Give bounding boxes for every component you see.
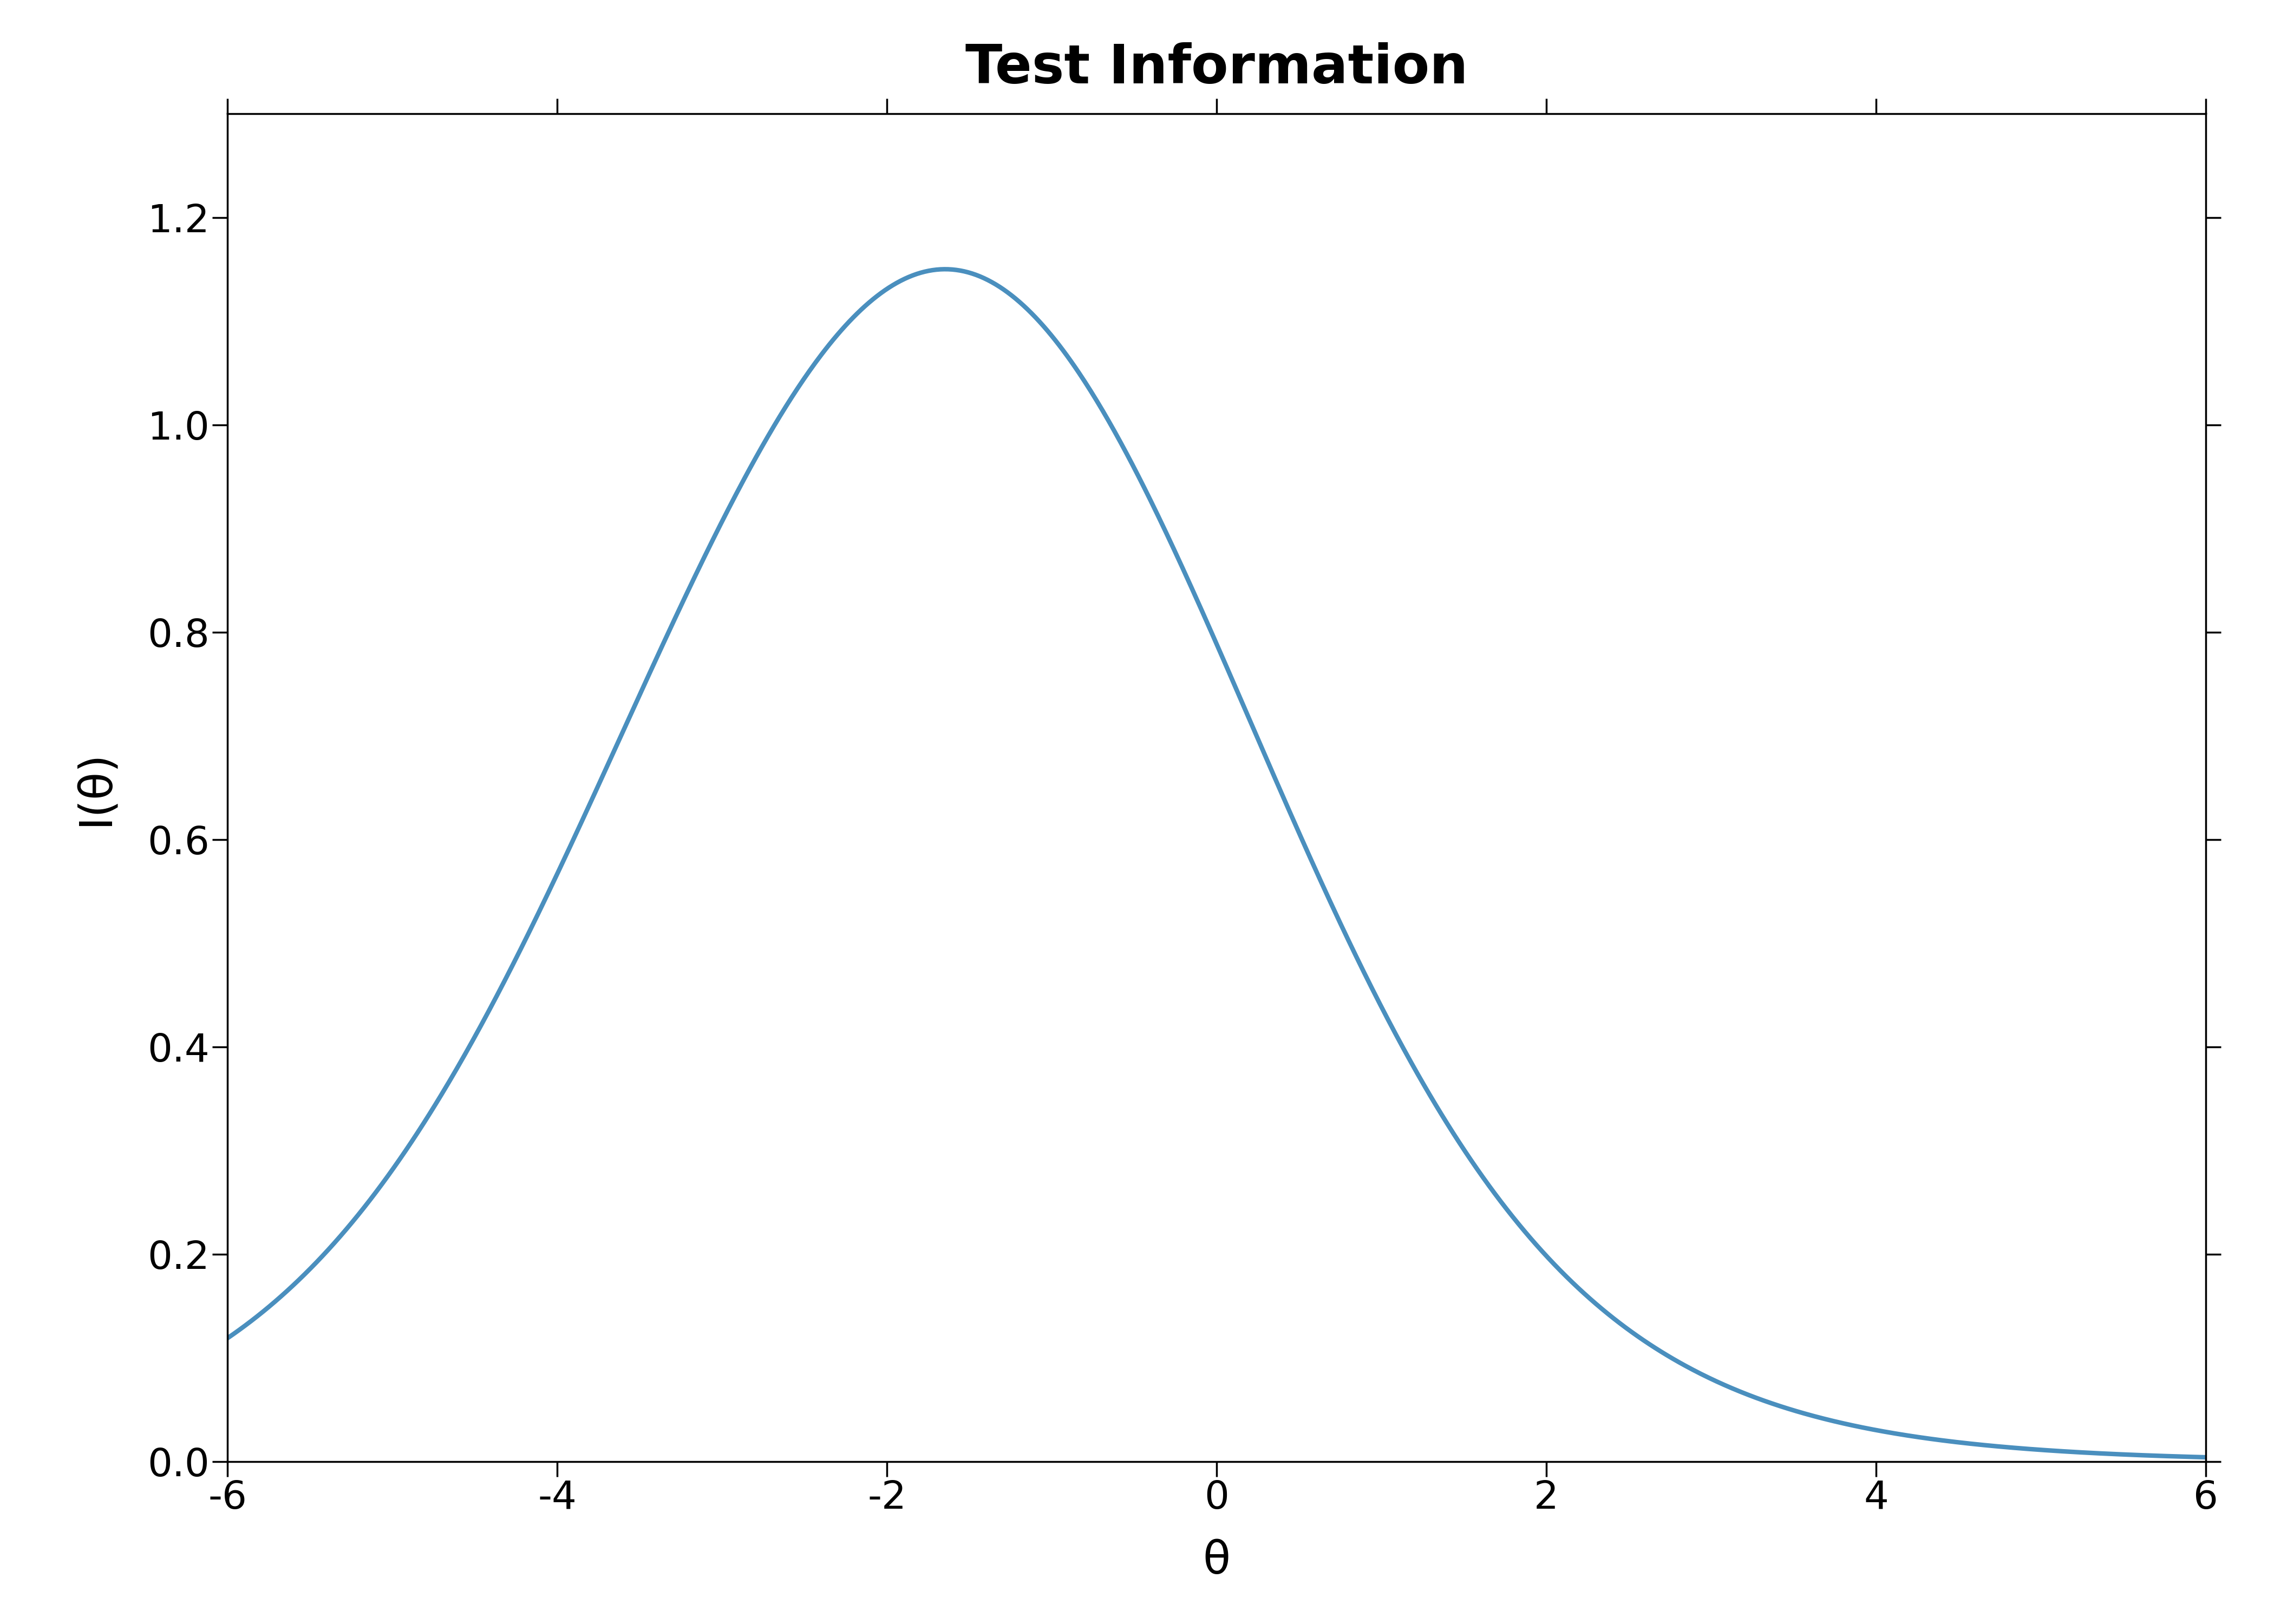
X-axis label: θ: θ (1203, 1540, 1230, 1583)
Y-axis label: I(θ): I(θ) (73, 750, 118, 825)
Title: Test Information: Test Information (964, 42, 1469, 94)
